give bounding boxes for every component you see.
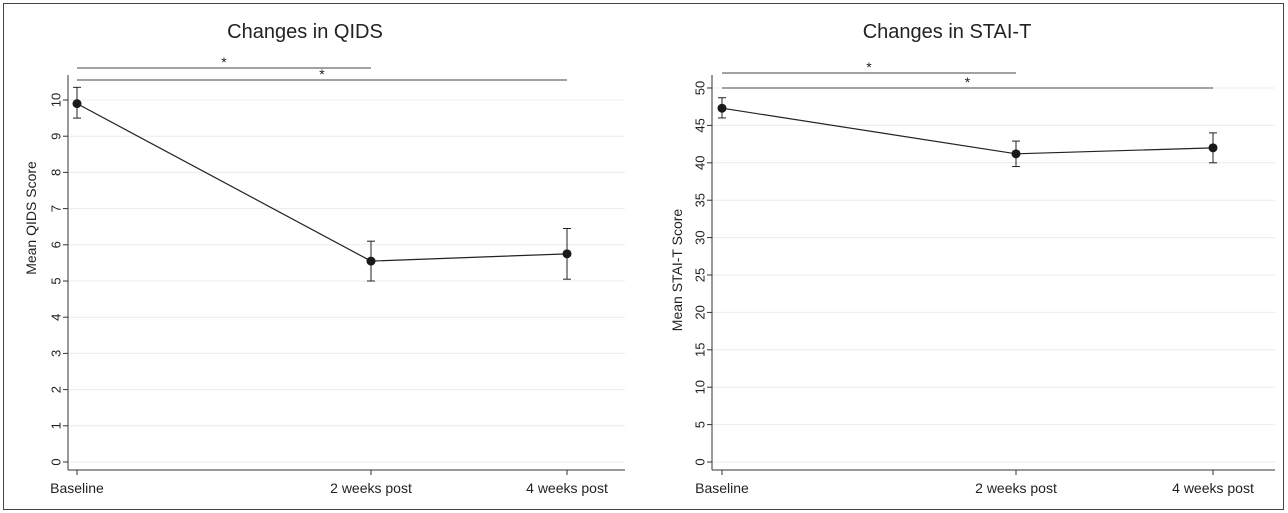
y-axis-label: Mean QIDS Score [23,161,39,275]
chart-panel-2: 0 5 10 15 20 25 30 35 40 45 50 Baseline 2 weeks post… [669,21,1275,496]
figure-frame [3,3,1284,510]
y-tick-label: 4 [49,314,64,321]
y-tick-label: 0 [693,458,708,465]
chart-panel-1: 0 1 2 3 4 5 6 7 8 9 10 Baseline 2 weeks post 4 weeks … [23,21,625,496]
y-tick-label: 8 [49,169,64,176]
y-tick-label: 15 [693,343,708,357]
y-tick-label: 3 [49,350,64,357]
y-tick-label: 20 [693,305,708,319]
y-tick-label: 5 [693,421,708,428]
significance-marker: * [866,59,872,75]
x-tick-label: 4 weeks post [526,480,608,496]
significance-marker: * [221,54,227,70]
chart-title: Changes in QIDS [227,21,383,43]
y-tick-label: 9 [49,133,64,140]
data-point [1208,143,1218,153]
x-tick-label: Baseline [695,480,749,496]
y-tick-label: 2 [49,386,64,393]
y-tick-label: 30 [693,230,708,244]
significance-marker: * [319,66,325,82]
data-point [1011,149,1021,159]
x-tick-label: 2 weeks post [330,480,412,496]
y-tick-label: 0 [49,458,64,465]
data-point [366,256,376,266]
data-point [72,99,82,109]
y-tick-label: 5 [49,277,64,284]
y-axis-label: Mean STAI-T Score [669,209,685,332]
y-tick-label: 40 [693,156,708,170]
chart-title: Changes in STAI-T [863,21,1032,43]
y-tick-label: 10 [49,93,64,107]
y-tick-label: 35 [693,193,708,207]
series-line [76,103,568,262]
data-point [717,103,727,113]
x-tick-label: 4 weeks post [1172,480,1254,496]
y-tick-label: 6 [49,241,64,248]
x-tick-label: 2 weeks post [975,480,1057,496]
y-tick-label: 1 [49,422,64,429]
y-tick-label: 10 [693,380,708,394]
y-tick-label: 50 [693,81,708,95]
series-line [721,107,1214,155]
significance-marker: * [965,74,971,90]
x-tick-label: Baseline [50,480,104,496]
y-tick-label: 7 [49,205,64,212]
y-tick-label: 45 [693,118,708,132]
data-point [562,249,572,259]
y-tick-label: 25 [693,268,708,282]
